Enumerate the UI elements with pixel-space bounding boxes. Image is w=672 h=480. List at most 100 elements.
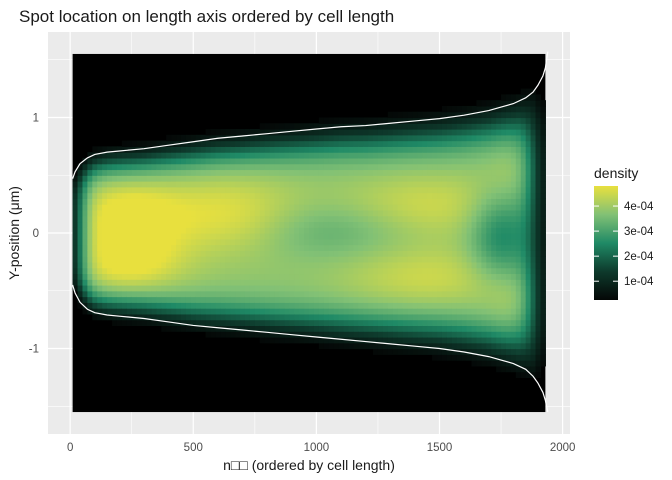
density-tile bbox=[205, 302, 212, 309]
density-tile bbox=[382, 296, 389, 303]
density-tile bbox=[313, 273, 320, 280]
density-tile bbox=[412, 163, 418, 171]
density-tile bbox=[501, 146, 507, 153]
density-tile bbox=[274, 302, 281, 309]
density-tile bbox=[323, 313, 330, 321]
density-tile bbox=[441, 284, 448, 292]
density-tile bbox=[432, 134, 438, 142]
density-tile bbox=[264, 140, 271, 147]
density-tile bbox=[180, 163, 187, 171]
density-tile bbox=[353, 198, 359, 205]
density-tile bbox=[200, 279, 207, 286]
density-tile bbox=[328, 215, 335, 223]
density-tile bbox=[235, 204, 241, 211]
density-tile bbox=[274, 221, 281, 228]
density-tile bbox=[126, 273, 133, 280]
density-tile bbox=[392, 279, 399, 286]
density-tile bbox=[481, 279, 487, 286]
density-tile bbox=[358, 290, 364, 298]
density-tile bbox=[230, 215, 236, 223]
density-tile bbox=[402, 117, 409, 124]
density-tile bbox=[387, 134, 394, 142]
density-tile bbox=[368, 256, 374, 263]
density-tile bbox=[107, 198, 113, 205]
density-tile bbox=[244, 163, 251, 171]
density-tile bbox=[422, 250, 428, 257]
density-tile bbox=[343, 256, 349, 263]
density-tile bbox=[126, 204, 133, 211]
density-tile bbox=[97, 256, 103, 263]
density-tile bbox=[363, 123, 369, 130]
density-tile bbox=[417, 284, 423, 292]
density-tile bbox=[456, 123, 463, 130]
density-tile bbox=[92, 238, 98, 246]
density-tile bbox=[456, 319, 463, 327]
density-tile bbox=[427, 256, 433, 263]
density-tile bbox=[535, 342, 542, 350]
density-tile bbox=[481, 296, 487, 303]
density-tile bbox=[126, 209, 133, 217]
density-tile bbox=[343, 221, 349, 228]
density-tile bbox=[501, 256, 507, 263]
density-tile bbox=[215, 221, 221, 228]
density-tile bbox=[432, 244, 438, 251]
density-tile bbox=[249, 256, 256, 263]
density-tile bbox=[520, 111, 527, 119]
density-tile bbox=[471, 342, 478, 350]
density-tile bbox=[107, 279, 113, 286]
density-tile bbox=[402, 215, 409, 223]
density-tile bbox=[284, 209, 290, 217]
density-tile bbox=[496, 308, 502, 315]
density-tile bbox=[373, 284, 379, 292]
density-tile bbox=[304, 261, 310, 269]
density-tile bbox=[466, 215, 473, 223]
density-tile bbox=[407, 284, 414, 292]
density-tile bbox=[318, 319, 325, 327]
density-tile bbox=[333, 284, 340, 292]
density-tile bbox=[363, 175, 369, 182]
density-tile bbox=[136, 290, 143, 298]
density-tile bbox=[535, 250, 542, 257]
density-tile bbox=[358, 157, 364, 165]
density-tile bbox=[476, 331, 482, 338]
density-tile bbox=[215, 238, 221, 246]
density-tile bbox=[491, 302, 497, 309]
density-tile bbox=[501, 169, 507, 176]
density-tile bbox=[190, 284, 197, 292]
density-tile bbox=[412, 215, 418, 223]
density-tile bbox=[180, 215, 187, 223]
density-tile bbox=[318, 129, 325, 136]
density-tile bbox=[501, 233, 507, 240]
density-tile bbox=[161, 163, 167, 171]
density-tile bbox=[451, 308, 458, 315]
density-tile bbox=[180, 302, 187, 309]
density-tile bbox=[402, 256, 409, 263]
density-tile bbox=[220, 175, 226, 182]
density-tile bbox=[176, 186, 182, 194]
density-tile bbox=[456, 238, 463, 246]
density-tile bbox=[87, 279, 93, 286]
y-tick-label: 0 bbox=[33, 228, 39, 240]
density-tile bbox=[402, 123, 409, 130]
density-tile bbox=[461, 198, 468, 205]
density-tile bbox=[82, 256, 88, 263]
density-tile bbox=[535, 129, 542, 136]
density-tile bbox=[200, 290, 207, 298]
density-tile bbox=[407, 250, 414, 257]
density-tile bbox=[141, 233, 148, 240]
density-tile bbox=[481, 325, 487, 332]
density-tile bbox=[166, 152, 172, 159]
density-tile bbox=[210, 163, 217, 171]
density-tile bbox=[373, 140, 379, 147]
density-tile bbox=[446, 308, 453, 315]
density-tile bbox=[82, 290, 88, 298]
density-tile bbox=[141, 250, 148, 257]
density-tile bbox=[254, 302, 261, 309]
density-tile bbox=[407, 331, 414, 338]
density-tile bbox=[476, 284, 482, 292]
density-tile bbox=[107, 256, 113, 263]
density-tile bbox=[392, 348, 399, 355]
density-tile bbox=[87, 296, 93, 303]
density-tile bbox=[476, 267, 482, 275]
density-tile bbox=[215, 250, 221, 257]
